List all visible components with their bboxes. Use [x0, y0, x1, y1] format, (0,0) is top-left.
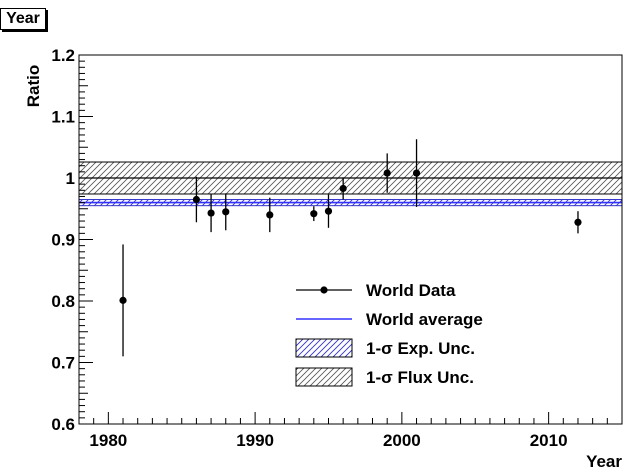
y-tick-label: 0.8 — [51, 292, 75, 311]
x-tick-label: 2000 — [383, 431, 421, 450]
data-point — [383, 153, 391, 193]
data-point — [222, 193, 230, 231]
legend-swatch — [295, 367, 353, 387]
data-marker — [574, 218, 582, 226]
y-tick-label: 0.6 — [51, 415, 75, 434]
data-point — [266, 197, 274, 233]
data-marker — [339, 184, 347, 193]
reference-lines — [79, 177, 622, 204]
y-tick-label: 1.1 — [51, 108, 75, 127]
y-tick-label: 1.2 — [51, 46, 75, 65]
legend-label: World average — [366, 310, 483, 329]
axes: 1980 1990 2000 2010 0.6 0.7 0.8 0.9 1 1.1 1.2 — [51, 46, 623, 450]
data-marker — [324, 207, 333, 215]
data-marker — [310, 210, 318, 218]
uncertainty-bands — [78, 161, 623, 207]
data-point — [192, 176, 201, 223]
legend-label: 1-σ Flux Unc. — [366, 368, 474, 387]
legend: World Data World average 1-σ Exp. Unc. 1-σ … — [295, 281, 483, 387]
data-point — [310, 206, 318, 222]
legend-label: 1-σ Exp. Unc. — [366, 339, 475, 358]
data-point — [207, 193, 215, 233]
data-marker — [266, 211, 274, 219]
legend-marker — [320, 286, 328, 294]
y-axis-title: Ratio — [24, 65, 43, 108]
data-marker — [412, 169, 421, 177]
data-points — [119, 139, 582, 357]
data-point — [119, 244, 127, 357]
legend-item: 1-σ Flux Unc. — [295, 367, 474, 387]
y-tick-label: 0.7 — [51, 354, 75, 373]
data-marker — [222, 208, 230, 216]
data-point — [412, 139, 421, 207]
data-marker — [207, 209, 215, 217]
legend-item: World Data — [296, 281, 456, 300]
y-tick-label: 1 — [66, 169, 75, 188]
legend-swatch — [295, 338, 353, 358]
legend-item: 1-σ Exp. Unc. — [295, 338, 475, 358]
y-tick-label: 0.9 — [51, 231, 75, 250]
data-marker — [192, 195, 201, 204]
x-tick-label: 2010 — [530, 431, 568, 450]
data-marker — [119, 296, 127, 304]
x-axis-title: Year — [586, 452, 622, 471]
x-tick-label: 1990 — [236, 431, 274, 450]
legend-label: World Data — [366, 281, 456, 300]
data-point — [574, 211, 582, 234]
data-point — [339, 177, 347, 200]
x-tick-label: 1980 — [89, 431, 127, 450]
data-marker — [383, 169, 391, 177]
canvas-tab-label[interactable]: Year — [0, 8, 46, 30]
data-point — [324, 194, 333, 228]
legend-item: World average — [296, 310, 483, 329]
